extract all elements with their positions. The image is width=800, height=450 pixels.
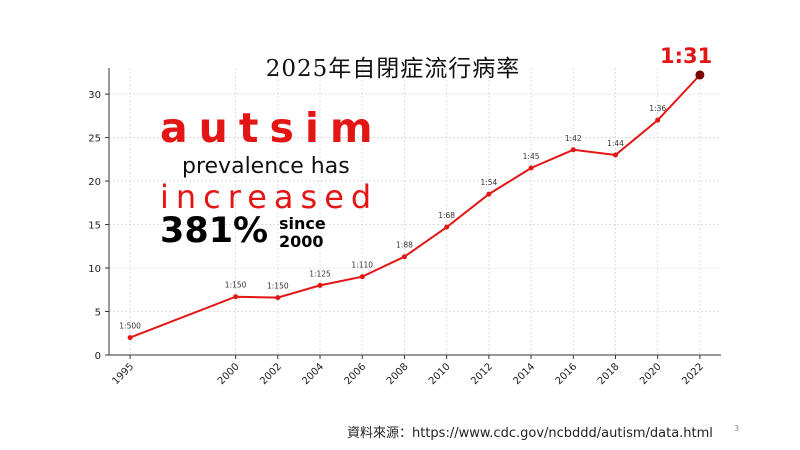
y-tick-label: 30 [88, 90, 101, 101]
annotation-since: since [279, 214, 326, 233]
data-point-label: 1:88 [396, 241, 413, 250]
data-point [695, 70, 705, 80]
annotation-since-2000: since 2000 [279, 215, 326, 251]
data-point [486, 191, 492, 197]
x-tick-label: 2010 [427, 361, 453, 387]
data-point-label: 1:36 [649, 104, 666, 113]
y-tick-label: 20 [88, 177, 101, 188]
annotation-word-autsim: autsim [160, 104, 384, 152]
data-point-label: 1:150 [267, 282, 289, 291]
data-point-label: 1:110 [351, 261, 373, 270]
x-tick-label: 2020 [638, 361, 664, 387]
data-point [401, 254, 407, 260]
annotation-year: 2000 [279, 232, 324, 251]
x-tick-label: 2022 [680, 361, 706, 387]
x-tick-label: 2008 [385, 361, 411, 387]
data-point-label: 1:125 [309, 269, 331, 278]
x-tick-label: 2012 [469, 361, 495, 387]
y-tick-label: 0 [95, 351, 101, 362]
x-tick-label: 2016 [554, 361, 580, 387]
annotation-prevalence-has: prevalence has [182, 154, 350, 179]
data-point-label: 1:500 [119, 322, 141, 331]
x-tick-label: 1995 [110, 361, 136, 387]
annotation-percent: 381% [160, 211, 269, 251]
y-tick-label: 5 [95, 308, 101, 319]
data-point-label: 1:44 [607, 139, 624, 148]
x-tick-label: 2000 [216, 361, 242, 387]
chart-title: 2025年自閉症流行病率 [265, 56, 521, 82]
data-point [233, 294, 239, 300]
x-tick-label: 2004 [300, 361, 326, 387]
data-point [444, 224, 450, 230]
data-point [359, 274, 365, 280]
data-point-label: 1:42 [565, 134, 582, 143]
x-tick-label: 2002 [258, 361, 284, 387]
data-point-label: 1:45 [523, 152, 540, 161]
y-tick-label: 15 [88, 221, 101, 232]
source-citation[interactable]: 資料來源：https://www.cdc.gov/ncbddd/autism/d… [347, 426, 713, 441]
data-point [570, 147, 576, 153]
data-point-label: 1:54 [480, 178, 497, 187]
data-point [127, 335, 133, 341]
annotation-increased: increased [160, 178, 379, 216]
x-tick-label: 2014 [511, 361, 537, 387]
x-tick-label: 2018 [596, 361, 622, 387]
data-point [612, 152, 618, 158]
y-tick-label: 10 [88, 264, 101, 275]
peak-point-label: 1:31 [660, 44, 713, 68]
data-point-label: 1:150 [225, 281, 247, 290]
y-tick-label: 25 [88, 134, 101, 145]
data-point [655, 117, 661, 123]
data-point [275, 295, 281, 301]
data-point [317, 282, 323, 288]
data-point-label: 1:68 [438, 211, 455, 220]
x-tick-label: 2006 [343, 361, 369, 387]
data-point [528, 165, 534, 171]
page-number: 3 [734, 424, 740, 433]
